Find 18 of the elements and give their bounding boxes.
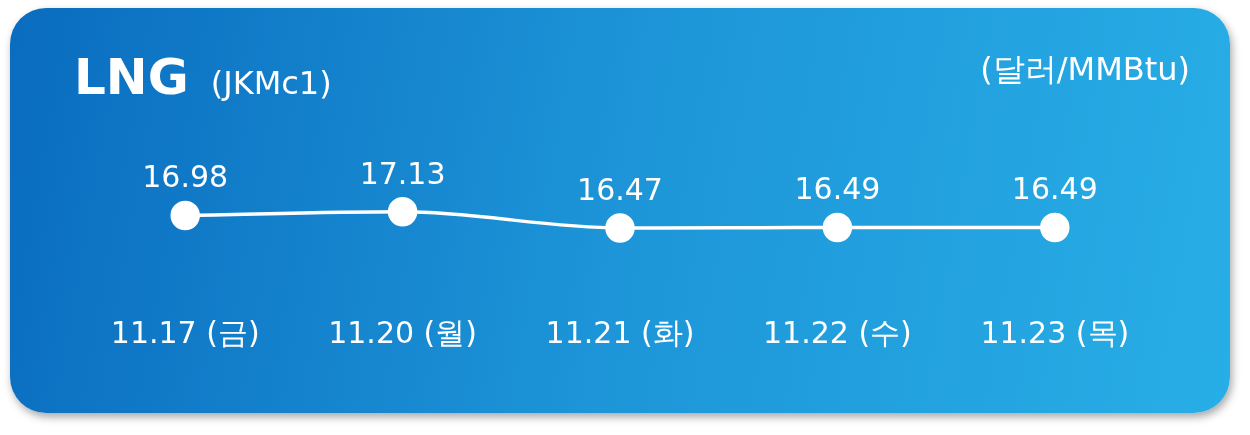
point (170, 200, 200, 231)
data-label: 16.98 (142, 159, 229, 195)
point (822, 212, 853, 243)
point (605, 213, 635, 243)
x-tick-label: 11.21 (화) (545, 314, 695, 350)
x-tick-label: 11.22 (수) (762, 314, 912, 350)
point (387, 197, 418, 227)
chart-title: LNG (74, 48, 189, 106)
x-tick-label: 11.23 (목) (980, 314, 1130, 350)
chart-subtitle: (JKMc1) (210, 64, 332, 102)
x-tick-label: 11.20 (월) (328, 314, 478, 350)
point (1040, 212, 1070, 243)
x-tick-label: 11.17 (금) (110, 314, 260, 350)
data-label: 16.49 (794, 171, 881, 207)
data-label: 16.47 (577, 171, 663, 207)
data-label: 17.13 (359, 155, 446, 191)
data-label: 16.49 (1011, 171, 1098, 207)
text: (달러/MMBtu) (980, 49, 1190, 90)
